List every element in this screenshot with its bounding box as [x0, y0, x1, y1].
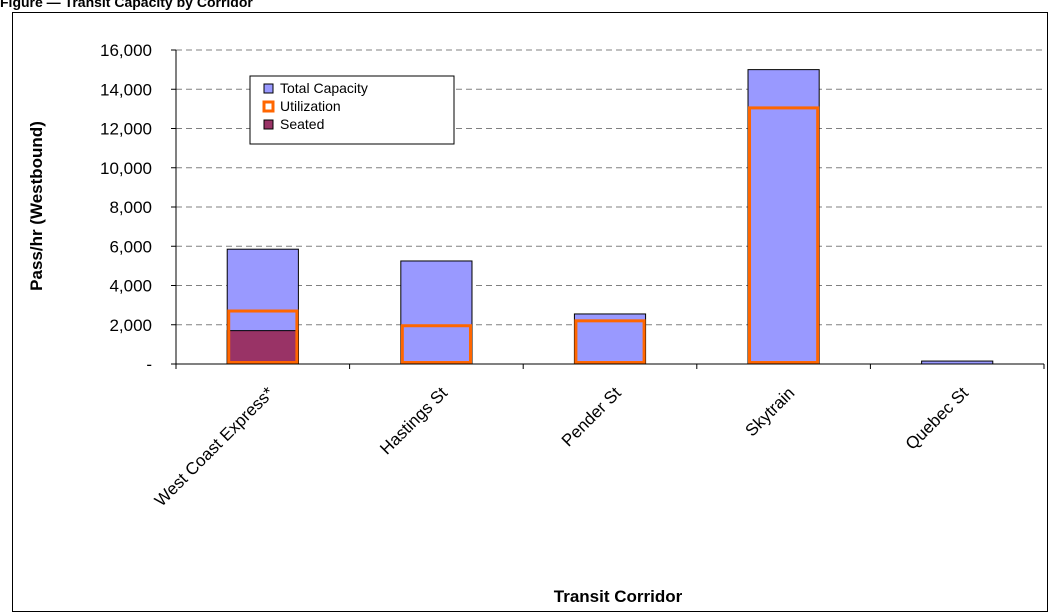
legend: Total Capacity Utilization Seated: [249, 75, 455, 145]
bar-utilization: [400, 324, 472, 365]
figure-title: Figure — Transit Capacity by Corridor: [0, 0, 253, 10]
bar-total-capacity: [747, 69, 820, 365]
bar-utilization: [748, 106, 820, 364]
bars: [226, 69, 994, 365]
bar-seated: [226, 330, 299, 365]
y-tick-label: 8,000: [109, 198, 152, 217]
x-tick-label: West Coast Express*: [151, 383, 278, 510]
x-tick-label: Quebec St: [902, 383, 972, 453]
y-tick-label: 10,000: [100, 159, 152, 178]
y-axis-title: Pass/hr (Westbound): [27, 121, 46, 291]
legend-box: [249, 75, 455, 145]
y-tick-label: 2,000: [109, 316, 152, 335]
bar-total-capacity: [400, 260, 473, 365]
y-tick-labels: - 2,000 4,000 6,000 8,000 10,000 12,000 14,000 1…: [100, 41, 152, 374]
bar-utilization: [574, 319, 646, 365]
legend-label-utilization: Utilization: [280, 98, 341, 114]
y-tick-label: -: [146, 355, 152, 374]
bar-utilization: [227, 309, 299, 365]
legend-swatch-seated: [263, 119, 274, 130]
legend-label-seated: Seated: [280, 116, 324, 132]
y-tick-label: 12,000: [100, 120, 152, 139]
y-tick-label: 6,000: [109, 237, 152, 256]
x-tick-label: Skytrain: [742, 383, 799, 440]
legend-label-total-capacity: Total Capacity: [280, 80, 368, 96]
axes: [171, 49, 1045, 369]
chart-frame: [12, 12, 1048, 612]
x-axis-title: Transit Corridor: [554, 587, 683, 606]
x-tick-labels: West Coast Express* Hastings St Pender St S…: [151, 383, 972, 510]
y-tick-label: 4,000: [109, 277, 152, 296]
x-tick-label: Pender St: [558, 383, 625, 450]
legend-swatch-total-capacity: [263, 83, 274, 94]
y-tick-label: 14,000: [100, 80, 152, 99]
x-tick-label: Hastings St: [376, 383, 451, 458]
legend-swatch-utilization: [262, 100, 275, 113]
y-tick-label: 16,000: [100, 41, 152, 60]
